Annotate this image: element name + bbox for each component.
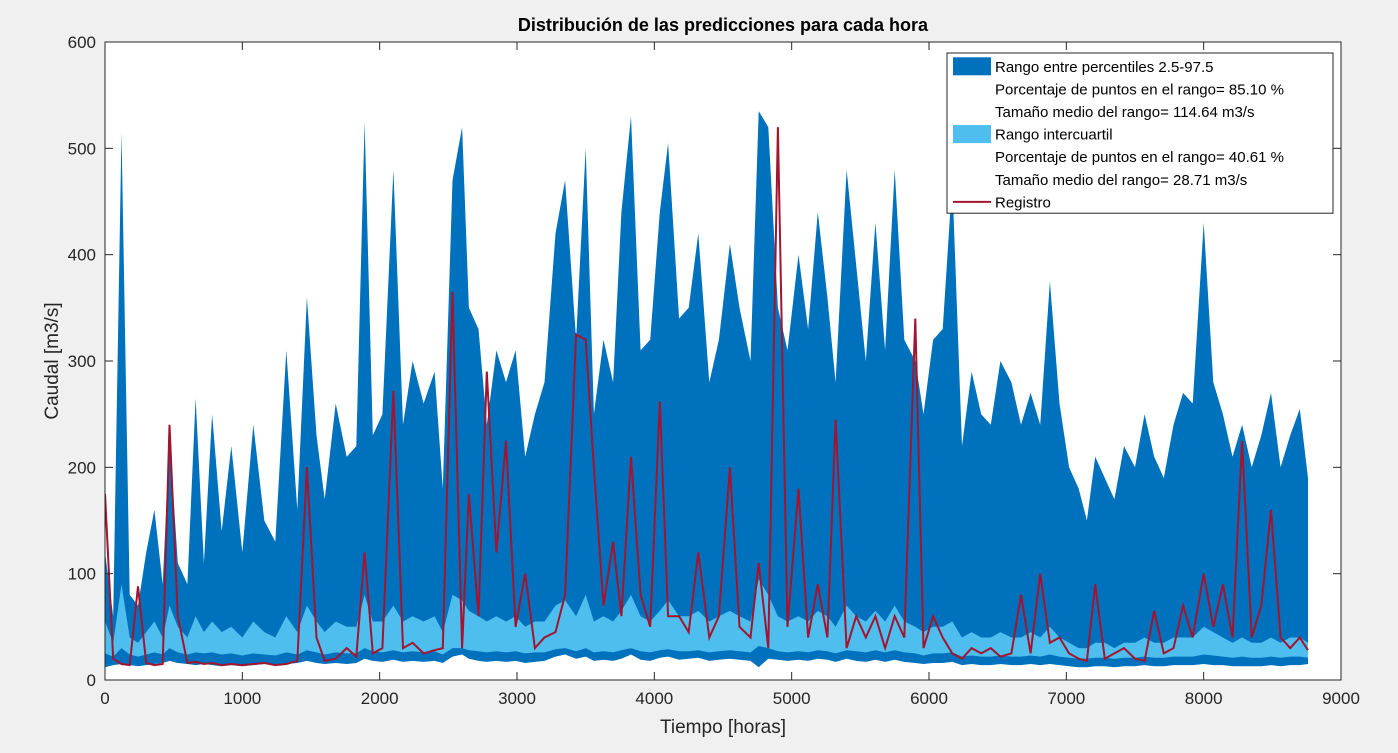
- x-tick-label: 1000: [223, 689, 261, 708]
- band-outer-group: [105, 111, 1308, 668]
- legend-entry-2: Tamaño medio del rango= 114.64 m3/s: [995, 104, 1254, 121]
- legend-entry-5: Tamaño medio del rango= 28.71 m3/s: [995, 172, 1247, 189]
- registro-line: [105, 127, 1309, 667]
- y-axis-label: Caudal [m3/s]: [42, 302, 63, 419]
- x-tick-label: 9000: [1322, 689, 1360, 708]
- y-tick-label: 500: [68, 139, 96, 158]
- legend-entry-4: Porcentaje de puntos en el rango= 40.61 …: [995, 149, 1284, 166]
- x-tick-label: 7000: [1047, 689, 1085, 708]
- legend-entry-1: Porcentaje de puntos en el rango= 85.10 …: [995, 81, 1284, 98]
- legend-swatch-band-outer: [953, 57, 991, 76]
- y-tick-label: 0: [87, 671, 96, 690]
- x-tick-label: 5000: [773, 689, 811, 708]
- y-tick-label: 600: [68, 33, 96, 52]
- x-tick-label: 0: [100, 689, 109, 708]
- band-outer-area: [105, 111, 1308, 668]
- y-tick-label: 400: [68, 246, 96, 265]
- legend-entry-6: Registro: [995, 194, 1051, 211]
- legend: Rango entre percentiles 2.5-97.5 Porcenta…: [946, 52, 1334, 214]
- legend-swatch-band-inner: [953, 125, 991, 144]
- legend-entry-3: Rango intercuartil: [995, 127, 1113, 144]
- x-tick-label: 8000: [1185, 689, 1223, 708]
- legend-box: [946, 52, 1334, 214]
- x-axis-label: Tiempo [horas]: [660, 717, 786, 738]
- axes-group: 0 1000 2000 3000 4000 5000 6000 7000 8000 9000 0 10…: [68, 33, 1360, 708]
- x-tick-label: 4000: [635, 689, 673, 708]
- x-tick-label: 2000: [361, 689, 399, 708]
- x-tick-label: 3000: [498, 689, 536, 708]
- x-tick-label: 6000: [910, 689, 948, 708]
- legend-entry-0: Rango entre percentiles 2.5-97.5: [995, 59, 1213, 76]
- y-tick-label: 100: [68, 565, 96, 584]
- y-tick-label: 200: [68, 458, 96, 477]
- registro-line-group: [105, 127, 1309, 667]
- chart-title: Distribución de las predicciones para ca…: [518, 15, 929, 35]
- y-tick-label: 300: [68, 352, 96, 371]
